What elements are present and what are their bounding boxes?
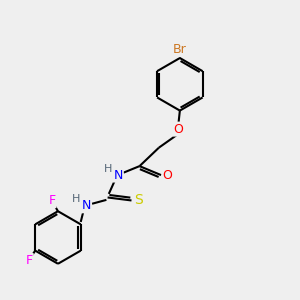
Text: F: F: [26, 254, 33, 267]
Text: N: N: [113, 169, 123, 182]
Text: H: H: [104, 164, 113, 173]
Text: O: O: [173, 123, 183, 136]
Text: O: O: [163, 169, 172, 182]
Text: Br: Br: [173, 43, 187, 56]
Text: H: H: [72, 194, 80, 204]
Text: S: S: [135, 194, 143, 208]
Text: F: F: [48, 194, 56, 207]
Text: N: N: [81, 199, 91, 212]
